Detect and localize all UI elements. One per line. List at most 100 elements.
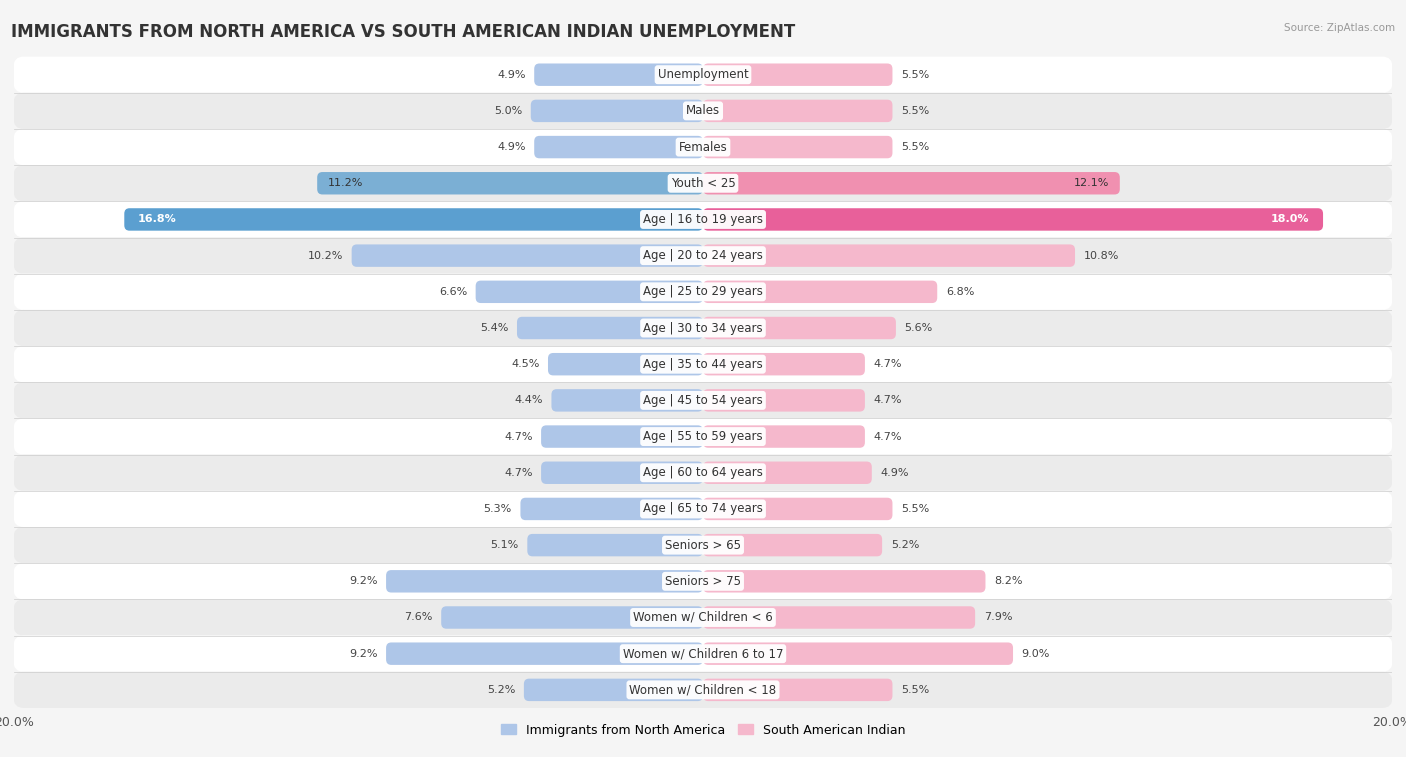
FancyBboxPatch shape [14, 455, 1392, 491]
FancyBboxPatch shape [703, 353, 865, 375]
FancyBboxPatch shape [703, 643, 1012, 665]
Text: Age | 55 to 59 years: Age | 55 to 59 years [643, 430, 763, 443]
FancyBboxPatch shape [14, 57, 1392, 93]
FancyBboxPatch shape [527, 534, 703, 556]
Text: 5.3%: 5.3% [484, 504, 512, 514]
FancyBboxPatch shape [14, 165, 1392, 201]
FancyBboxPatch shape [441, 606, 703, 629]
FancyBboxPatch shape [352, 245, 703, 267]
Text: 9.0%: 9.0% [1022, 649, 1050, 659]
Text: Source: ZipAtlas.com: Source: ZipAtlas.com [1284, 23, 1395, 33]
FancyBboxPatch shape [541, 425, 703, 448]
Text: 4.7%: 4.7% [503, 431, 533, 441]
Text: 5.4%: 5.4% [479, 323, 509, 333]
FancyBboxPatch shape [703, 570, 986, 593]
FancyBboxPatch shape [703, 606, 976, 629]
FancyBboxPatch shape [14, 346, 1392, 382]
FancyBboxPatch shape [387, 570, 703, 593]
Text: Age | 65 to 74 years: Age | 65 to 74 years [643, 503, 763, 516]
FancyBboxPatch shape [551, 389, 703, 412]
Text: 4.5%: 4.5% [510, 359, 540, 369]
FancyBboxPatch shape [475, 281, 703, 303]
Text: 10.8%: 10.8% [1084, 251, 1119, 260]
FancyBboxPatch shape [14, 238, 1392, 274]
FancyBboxPatch shape [703, 208, 1323, 231]
FancyBboxPatch shape [703, 497, 893, 520]
FancyBboxPatch shape [520, 497, 703, 520]
Text: 5.6%: 5.6% [904, 323, 932, 333]
Text: Age | 60 to 64 years: Age | 60 to 64 years [643, 466, 763, 479]
Text: Age | 25 to 29 years: Age | 25 to 29 years [643, 285, 763, 298]
FancyBboxPatch shape [14, 129, 1392, 165]
Text: 5.2%: 5.2% [891, 540, 920, 550]
Text: 12.1%: 12.1% [1074, 178, 1109, 188]
FancyBboxPatch shape [703, 64, 893, 86]
Text: 11.2%: 11.2% [328, 178, 363, 188]
FancyBboxPatch shape [14, 419, 1392, 455]
Text: Age | 45 to 54 years: Age | 45 to 54 years [643, 394, 763, 407]
Text: 4.7%: 4.7% [873, 359, 903, 369]
FancyBboxPatch shape [517, 316, 703, 339]
FancyBboxPatch shape [14, 93, 1392, 129]
FancyBboxPatch shape [14, 600, 1392, 636]
Text: 9.2%: 9.2% [349, 649, 377, 659]
FancyBboxPatch shape [14, 382, 1392, 419]
FancyBboxPatch shape [14, 310, 1392, 346]
FancyBboxPatch shape [14, 491, 1392, 527]
Text: Age | 20 to 24 years: Age | 20 to 24 years [643, 249, 763, 262]
Text: Age | 35 to 44 years: Age | 35 to 44 years [643, 358, 763, 371]
Text: 4.9%: 4.9% [498, 70, 526, 79]
FancyBboxPatch shape [703, 462, 872, 484]
Legend: Immigrants from North America, South American Indian: Immigrants from North America, South Ame… [496, 718, 910, 742]
Text: 7.6%: 7.6% [404, 612, 433, 622]
Text: 8.2%: 8.2% [994, 576, 1022, 587]
FancyBboxPatch shape [14, 527, 1392, 563]
Text: Unemployment: Unemployment [658, 68, 748, 81]
Text: 6.6%: 6.6% [439, 287, 467, 297]
Text: 4.4%: 4.4% [515, 395, 543, 406]
FancyBboxPatch shape [703, 316, 896, 339]
FancyBboxPatch shape [703, 425, 865, 448]
Text: Seniors > 75: Seniors > 75 [665, 575, 741, 587]
FancyBboxPatch shape [703, 281, 938, 303]
FancyBboxPatch shape [541, 462, 703, 484]
FancyBboxPatch shape [318, 172, 703, 195]
Text: Age | 30 to 34 years: Age | 30 to 34 years [643, 322, 763, 335]
FancyBboxPatch shape [703, 172, 1119, 195]
FancyBboxPatch shape [14, 636, 1392, 671]
FancyBboxPatch shape [534, 136, 703, 158]
Text: 7.9%: 7.9% [984, 612, 1012, 622]
FancyBboxPatch shape [703, 389, 865, 412]
FancyBboxPatch shape [703, 534, 882, 556]
Text: 5.1%: 5.1% [491, 540, 519, 550]
FancyBboxPatch shape [14, 201, 1392, 238]
Text: 5.5%: 5.5% [901, 142, 929, 152]
Text: 5.5%: 5.5% [901, 685, 929, 695]
FancyBboxPatch shape [531, 100, 703, 122]
Text: 6.8%: 6.8% [946, 287, 974, 297]
FancyBboxPatch shape [524, 679, 703, 701]
Text: 18.0%: 18.0% [1271, 214, 1309, 224]
FancyBboxPatch shape [14, 671, 1392, 708]
Text: 16.8%: 16.8% [138, 214, 177, 224]
Text: Women w/ Children < 6: Women w/ Children < 6 [633, 611, 773, 624]
FancyBboxPatch shape [387, 643, 703, 665]
Text: Women w/ Children < 18: Women w/ Children < 18 [630, 684, 776, 696]
Text: 4.7%: 4.7% [503, 468, 533, 478]
Text: 5.5%: 5.5% [901, 106, 929, 116]
Text: Age | 16 to 19 years: Age | 16 to 19 years [643, 213, 763, 226]
FancyBboxPatch shape [124, 208, 703, 231]
FancyBboxPatch shape [703, 136, 893, 158]
Text: 5.5%: 5.5% [901, 504, 929, 514]
Text: Seniors > 65: Seniors > 65 [665, 539, 741, 552]
FancyBboxPatch shape [703, 679, 893, 701]
Text: 5.5%: 5.5% [901, 70, 929, 79]
Text: Females: Females [679, 141, 727, 154]
Text: 9.2%: 9.2% [349, 576, 377, 587]
FancyBboxPatch shape [14, 274, 1392, 310]
Text: 5.0%: 5.0% [494, 106, 522, 116]
Text: 10.2%: 10.2% [308, 251, 343, 260]
Text: 4.7%: 4.7% [873, 431, 903, 441]
FancyBboxPatch shape [14, 563, 1392, 600]
Text: 4.7%: 4.7% [873, 395, 903, 406]
